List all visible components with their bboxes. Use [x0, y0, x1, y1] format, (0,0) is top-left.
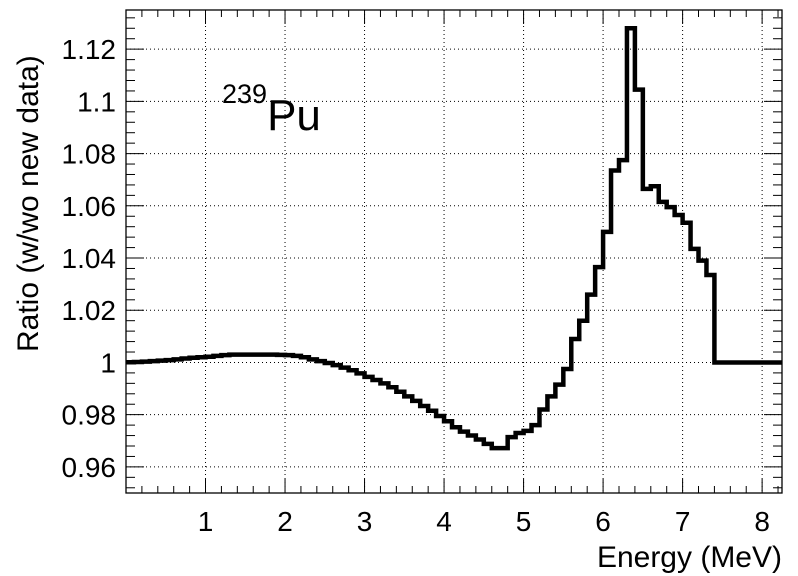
- y-tick-label: 0.96: [62, 452, 117, 483]
- x-tick-label: 7: [675, 506, 691, 537]
- y-axis-label: Ratio (w/wo new data): [12, 55, 45, 352]
- y-tick-labels: 0.96 0.98 1 1.02 1.04 1.06 1.08 1.1 1.12: [62, 34, 117, 483]
- y-tick-label: 1.1: [77, 86, 116, 117]
- x-tick-label: 2: [277, 506, 293, 537]
- y-tick-label: 1.06: [62, 191, 117, 222]
- y-tick-label: 1: [100, 347, 116, 378]
- y-tick-label: 1.04: [62, 243, 117, 274]
- x-axis-label: Energy (MeV): [597, 541, 782, 574]
- isotope-annotation: 239Pu: [222, 79, 321, 140]
- plot-frame: [125, 9, 783, 494]
- y-tick-label: 1.02: [62, 295, 117, 326]
- axis-ticks: [126, 10, 782, 493]
- x-tick-labels: 1 2 3 4 5 6 7 8: [198, 506, 770, 537]
- isotope-element-symbol: Pu: [267, 91, 321, 140]
- x-tick-label: 8: [754, 506, 770, 537]
- y-tick-label: 1.12: [62, 34, 117, 65]
- y-tick-label: 1.08: [62, 139, 117, 170]
- x-tick-label: 5: [516, 506, 532, 537]
- x-tick-label: 6: [595, 506, 611, 537]
- x-tick-label: 4: [436, 506, 452, 537]
- isotope-mass-number: 239: [222, 79, 267, 109]
- x-tick-label: 1: [198, 506, 214, 537]
- grid: [126, 10, 782, 493]
- y-tick-label: 0.98: [62, 400, 117, 431]
- ratio-step-series: [126, 26, 782, 451]
- x-tick-label: 3: [357, 506, 373, 537]
